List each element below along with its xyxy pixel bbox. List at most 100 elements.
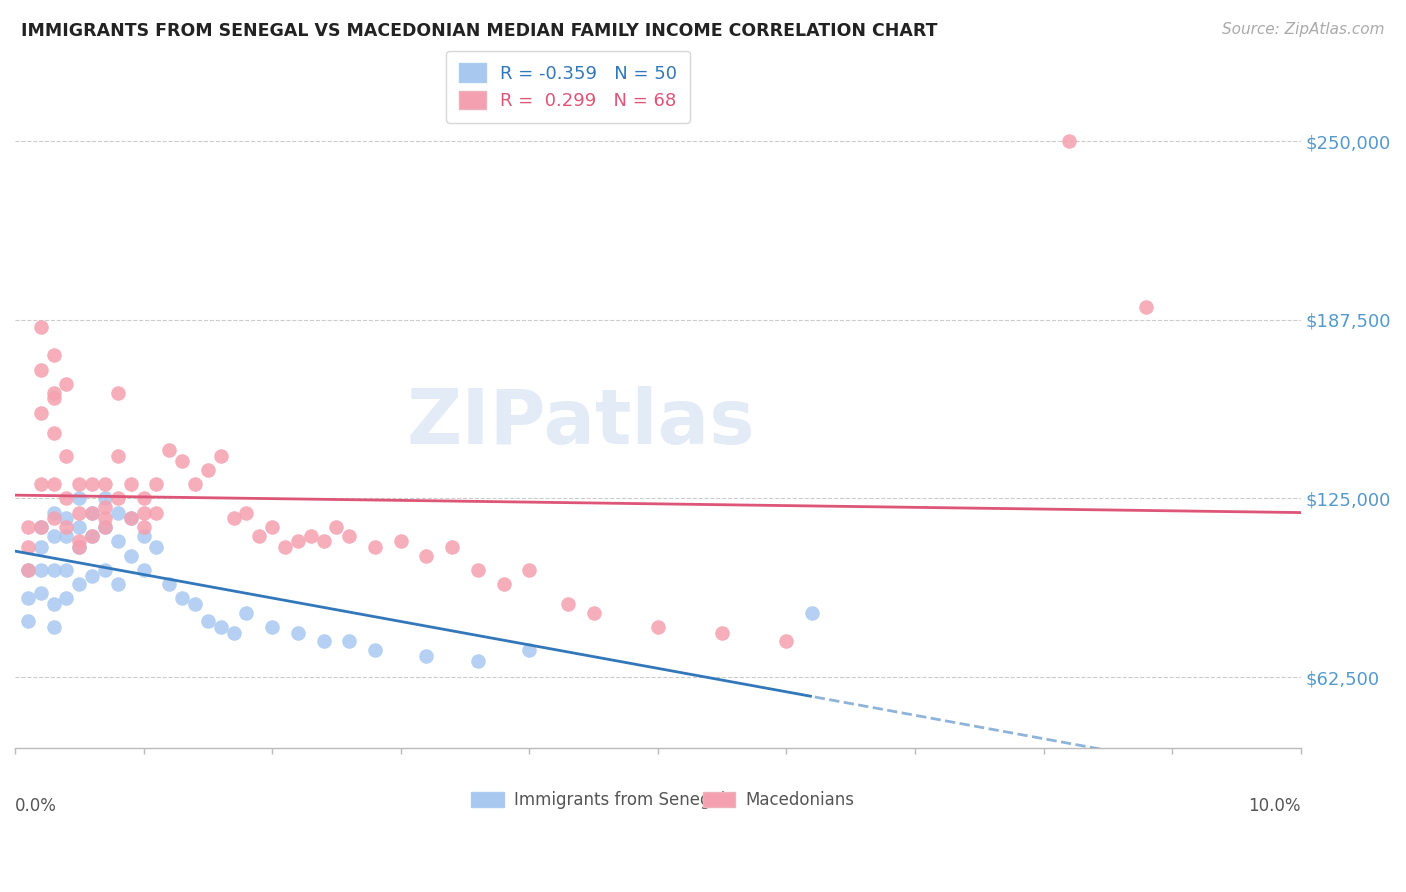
Point bbox=[82, 528, 104, 542]
Point bbox=[67, 477, 90, 491]
Point bbox=[17, 520, 39, 534]
Point bbox=[30, 540, 52, 554]
Point bbox=[17, 563, 39, 577]
Point bbox=[67, 506, 90, 520]
Point bbox=[415, 648, 437, 663]
Point bbox=[82, 528, 104, 542]
Point bbox=[262, 520, 284, 534]
Text: 0.0%: 0.0% bbox=[15, 797, 56, 815]
Point bbox=[55, 377, 77, 392]
Point bbox=[17, 615, 39, 629]
Point bbox=[42, 385, 65, 400]
Point bbox=[132, 563, 155, 577]
Point bbox=[30, 520, 52, 534]
Point bbox=[55, 491, 77, 506]
Point bbox=[42, 563, 65, 577]
Text: Source: ZipAtlas.com: Source: ZipAtlas.com bbox=[1222, 22, 1385, 37]
Text: Immigrants from Senegal: Immigrants from Senegal bbox=[513, 791, 725, 809]
Point bbox=[647, 620, 669, 634]
Point bbox=[30, 585, 52, 599]
Point bbox=[42, 620, 65, 634]
Point bbox=[107, 385, 129, 400]
Point bbox=[274, 540, 297, 554]
Point bbox=[775, 634, 797, 648]
Point bbox=[262, 620, 284, 634]
Point bbox=[364, 540, 387, 554]
Point bbox=[30, 363, 52, 377]
Point bbox=[17, 591, 39, 606]
Point bbox=[30, 477, 52, 491]
Point bbox=[94, 520, 117, 534]
Text: IMMIGRANTS FROM SENEGAL VS MACEDONIAN MEDIAN FAMILY INCOME CORRELATION CHART: IMMIGRANTS FROM SENEGAL VS MACEDONIAN ME… bbox=[21, 22, 938, 40]
Point bbox=[209, 620, 232, 634]
Point bbox=[55, 591, 77, 606]
Point bbox=[337, 634, 360, 648]
Point bbox=[67, 491, 90, 506]
FancyBboxPatch shape bbox=[703, 792, 735, 807]
Point bbox=[120, 549, 142, 563]
Point bbox=[30, 406, 52, 420]
Point bbox=[197, 463, 219, 477]
Point bbox=[82, 477, 104, 491]
Point bbox=[94, 491, 117, 506]
Point bbox=[557, 597, 579, 611]
Point bbox=[389, 534, 412, 549]
Point bbox=[145, 506, 167, 520]
Point bbox=[94, 520, 117, 534]
Point bbox=[467, 563, 489, 577]
Point bbox=[172, 454, 194, 468]
Point bbox=[184, 597, 207, 611]
Point bbox=[287, 534, 309, 549]
Point bbox=[30, 319, 52, 334]
Point bbox=[42, 511, 65, 525]
Point bbox=[364, 643, 387, 657]
Point bbox=[120, 511, 142, 525]
Point bbox=[55, 449, 77, 463]
Point bbox=[55, 563, 77, 577]
Point bbox=[42, 528, 65, 542]
Point bbox=[42, 392, 65, 406]
Point bbox=[247, 528, 270, 542]
Point bbox=[42, 477, 65, 491]
Point bbox=[441, 540, 464, 554]
Point bbox=[235, 506, 257, 520]
Point bbox=[517, 643, 540, 657]
Point bbox=[120, 477, 142, 491]
Point bbox=[801, 606, 824, 620]
Point bbox=[1057, 134, 1080, 148]
Point bbox=[325, 520, 347, 534]
Point bbox=[517, 563, 540, 577]
Point bbox=[17, 540, 39, 554]
Point bbox=[67, 577, 90, 591]
Point bbox=[107, 506, 129, 520]
Text: 10.0%: 10.0% bbox=[1249, 797, 1301, 815]
Point bbox=[222, 511, 245, 525]
Point bbox=[67, 534, 90, 549]
Point bbox=[42, 506, 65, 520]
Point bbox=[197, 615, 219, 629]
Point bbox=[17, 563, 39, 577]
Point bbox=[172, 591, 194, 606]
Point bbox=[287, 625, 309, 640]
Point bbox=[209, 449, 232, 463]
Point bbox=[157, 442, 180, 457]
Point bbox=[55, 511, 77, 525]
Point bbox=[222, 625, 245, 640]
Point bbox=[582, 606, 605, 620]
Point bbox=[67, 520, 90, 534]
Point bbox=[55, 520, 77, 534]
Point bbox=[299, 528, 322, 542]
Point bbox=[42, 349, 65, 363]
Text: ZIPatlas: ZIPatlas bbox=[406, 385, 755, 459]
Point bbox=[415, 549, 437, 563]
Point bbox=[145, 477, 167, 491]
Point bbox=[312, 534, 335, 549]
Point bbox=[94, 563, 117, 577]
Point bbox=[107, 449, 129, 463]
Point bbox=[67, 540, 90, 554]
Text: Macedonians: Macedonians bbox=[745, 791, 855, 809]
Point bbox=[132, 528, 155, 542]
FancyBboxPatch shape bbox=[471, 792, 503, 807]
Point bbox=[107, 534, 129, 549]
Point bbox=[30, 520, 52, 534]
